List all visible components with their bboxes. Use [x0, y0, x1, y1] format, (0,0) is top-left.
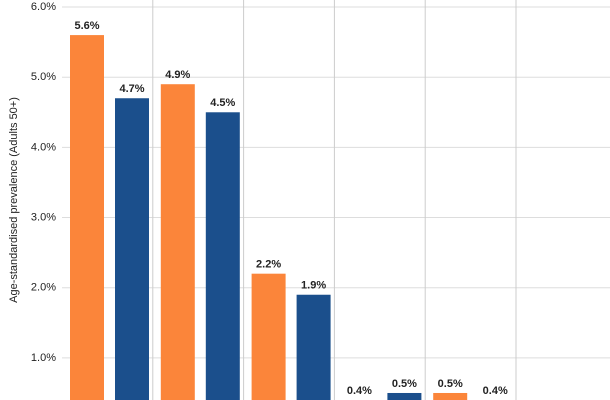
y-tick-label: 2.0% — [31, 282, 56, 294]
bar — [296, 294, 331, 400]
y-tick-label: 3.0% — [31, 211, 56, 223]
value-label: 0.4% — [347, 385, 372, 397]
value-label: 4.9% — [165, 69, 190, 81]
bar — [160, 84, 195, 400]
value-label: 1.9% — [301, 280, 326, 292]
y-tick-label: 5.0% — [31, 71, 56, 83]
value-label: 2.2% — [256, 259, 281, 271]
bar — [70, 35, 104, 400]
y-tick-label: 4.0% — [31, 141, 56, 153]
value-label: 0.4% — [483, 385, 508, 397]
value-label: 0.5% — [438, 378, 463, 390]
value-label: 4.5% — [210, 97, 235, 109]
y-tick-label: 6.0% — [31, 1, 56, 13]
bar — [115, 98, 149, 400]
bar — [251, 273, 286, 400]
y-axis-label: Age-standardised prevalence (Adults 50+) — [8, 97, 20, 303]
y-tick-label: 1.0% — [31, 352, 56, 364]
value-label: 5.6% — [74, 20, 99, 32]
bar — [205, 112, 240, 400]
value-label: 4.7% — [119, 83, 144, 95]
bar — [433, 392, 468, 400]
bar — [387, 392, 422, 400]
value-label: 0.5% — [392, 378, 417, 390]
value-label: 0.2% — [528, 399, 553, 400]
